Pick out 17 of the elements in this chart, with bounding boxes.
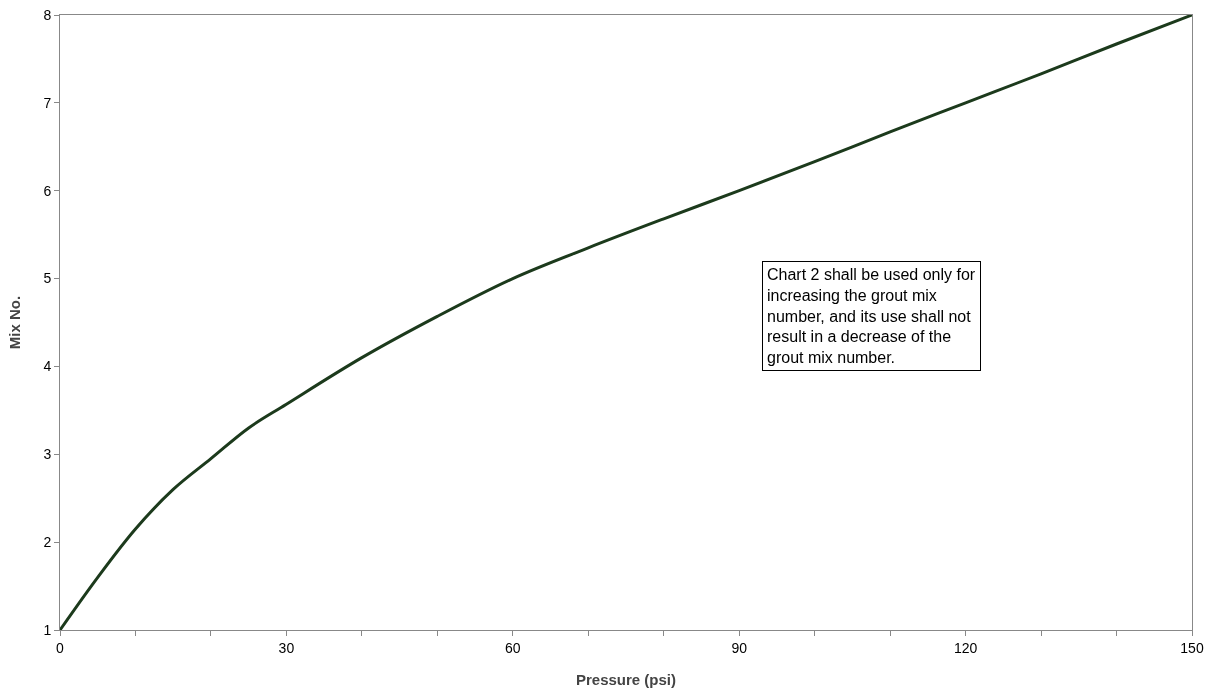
y-tick-label: 4 xyxy=(43,358,52,375)
x-tick-label: 60 xyxy=(505,639,521,656)
x-tick-label: 90 xyxy=(731,639,748,656)
x-tick-label: 0 xyxy=(56,639,65,656)
y-tick-label: 1 xyxy=(43,621,52,638)
y-tick-label: 8 xyxy=(43,6,52,23)
y-axis-title: Mix No. xyxy=(6,295,23,350)
y-tick-label: 3 xyxy=(43,446,52,463)
x-tick-label: 120 xyxy=(953,639,978,656)
x-axis-title: Pressure (psi) xyxy=(575,671,677,688)
y-tick-label: 2 xyxy=(43,534,52,551)
annotation: Chart 2 shall be used only for increasing the grout mix number, and its use shall not result in a decrease of the grout mix number. xyxy=(767,266,976,367)
y-tick-label: 5 xyxy=(43,270,52,287)
x-tick-label: 150 xyxy=(1180,639,1204,656)
x-tick-label: 30 xyxy=(278,639,295,656)
y-tick-label: 6 xyxy=(43,182,52,199)
y-tick-label: 7 xyxy=(43,94,52,111)
